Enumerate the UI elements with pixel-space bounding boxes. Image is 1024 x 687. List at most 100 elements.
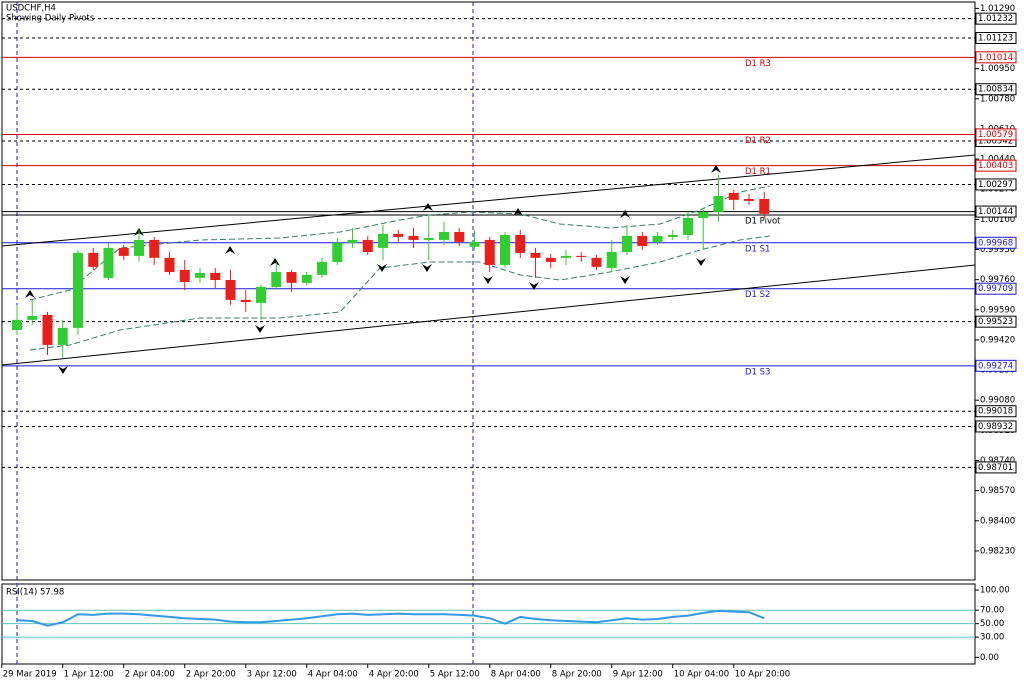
price-box [975,51,1017,64]
fractal-up [423,203,433,211]
y-tick-label: 0.98570 [980,486,1015,496]
x-tick-label: 29 Mar 2019 [3,670,57,680]
rsi-tick-label: 100.00 [980,586,1010,596]
price-box-label: 1.00834 [978,85,1013,95]
fractal-down [696,258,706,266]
candle-body [713,195,724,212]
price-box-label: 1.00297 [978,180,1013,190]
price-box [975,405,1017,418]
candle-body [683,217,693,235]
x-tick-label: 9 Apr 12:00 [613,670,663,680]
price-box [975,31,1017,44]
price-box-label: 1.00403 [978,161,1013,171]
price-box-label: 1.01232 [978,14,1013,24]
price-box [975,83,1017,96]
candle-body [545,257,556,262]
y-tick-label: 0.99760 [980,275,1015,285]
candle-body [332,242,343,262]
chart-title: USDCHF,H4 [6,4,56,14]
y-tick-label: 0.99420 [980,335,1015,345]
candle-body [439,231,449,240]
price-box [975,12,1017,25]
price-box-label: 1.00579 [978,130,1013,140]
x-tick-label: 5 Apr 12:00 [430,670,480,680]
price-box-label: 1.00144 [978,207,1013,217]
candle-body [484,239,495,265]
candle-body [591,257,602,267]
fractal-down [422,264,432,272]
candle-body [728,192,739,200]
price-box-label: 0.99018 [978,407,1013,417]
fractal-up [270,258,280,266]
envelope-upper [29,185,771,301]
x-tick-label: 3 Apr 12:00 [247,670,297,680]
x-tick-label: 4 Apr 20:00 [369,670,419,680]
rsi-tick-label: 30.00 [980,633,1004,643]
x-tick-label: 2 Apr 20:00 [186,670,236,680]
candle-body [57,327,68,345]
candle-body [408,235,419,240]
chart-subtitle: Showing Daily Pivots [6,14,95,24]
candle-body [88,252,99,267]
candle-body [225,280,236,300]
pivot-label: D1 Pivot [745,216,781,226]
fractal-up [620,210,630,218]
price-box [975,315,1017,328]
candle-body [317,261,327,275]
price-box-label: 0.99968 [978,238,1013,248]
candle-body [362,239,373,252]
candle-body [149,239,160,258]
price-box [975,128,1017,141]
candle-body [210,272,221,281]
pivot-label: D1 R1 [745,167,771,177]
x-tick-label: 10 Apr 04:00 [674,670,729,680]
candle-body [347,239,358,243]
pivot-label: D1 S1 [745,244,770,254]
rsi-tick-label: 70.00 [980,606,1004,616]
fractal-up [711,165,721,173]
fractal-down [377,264,387,272]
price-box [975,159,1017,172]
rsi-title: RSI(14) 57.98 [6,588,64,598]
candle-body [103,247,114,278]
candle-body [530,252,541,258]
x-tick-label: 4 Apr 04:00 [308,670,358,680]
candle-body [286,272,297,283]
candle-body [423,237,434,240]
candle-body [271,272,282,287]
candle-body [195,272,205,278]
price-box-label: 1.01014 [978,53,1013,63]
candle-body [134,239,144,256]
price-box-label: 1.00542 [978,137,1013,147]
y-tick-label: 1.00100 [980,215,1015,225]
candle-body [576,255,587,257]
candle-body [637,235,648,246]
price-box [975,359,1017,372]
candle-body [606,251,617,268]
candle-body [73,252,83,328]
trend-line [1,264,976,366]
price-box [975,461,1017,474]
y-tick-label: 0.99930 [980,245,1015,255]
price-box [975,282,1017,295]
fractal-up [513,208,523,216]
candle-body [652,235,663,242]
pivot-label: D1 S2 [745,290,770,300]
price-box-label: 0.99709 [978,284,1013,294]
rsi-tick-label: 50.00 [980,619,1004,629]
fractal-down [620,276,630,284]
candle-body [179,269,190,282]
y-tick-label: 1.00780 [980,94,1015,104]
candle-body [42,314,53,345]
price-box [975,420,1017,433]
y-tick-label: 1.00440 [980,155,1015,165]
x-tick-label: 8 Apr 20:00 [552,670,602,680]
fractal-down [483,276,493,284]
x-tick-label: 1 Apr 12:00 [64,670,114,680]
price-box [975,205,1017,218]
price-box-label: 0.98932 [978,422,1013,432]
x-tick-label: 2 Apr 04:00 [125,670,175,680]
pivot-label: D1 S3 [745,367,770,377]
rsi-line [16,609,765,627]
